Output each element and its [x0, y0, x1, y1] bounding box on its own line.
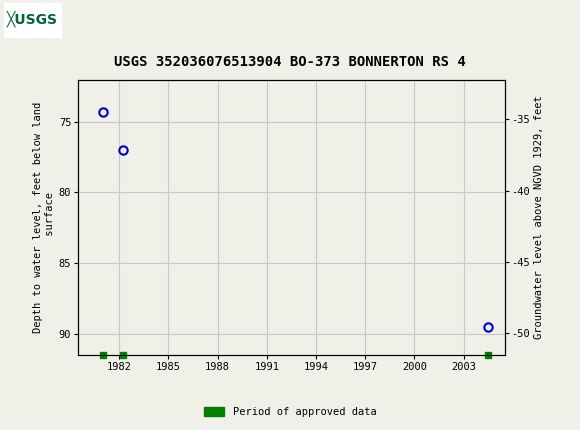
Y-axis label: Depth to water level, feet below land
 surface: Depth to water level, feet below land su… [33, 101, 55, 333]
Text: ╳USGS: ╳USGS [7, 11, 58, 28]
Legend: Period of approved data: Period of approved data [200, 403, 380, 421]
Text: USGS 352036076513904 BO-373 BONNERTON RS 4: USGS 352036076513904 BO-373 BONNERTON RS… [114, 55, 466, 69]
Y-axis label: Groundwater level above NGVD 1929, feet: Groundwater level above NGVD 1929, feet [534, 95, 545, 339]
FancyBboxPatch shape [4, 3, 61, 37]
